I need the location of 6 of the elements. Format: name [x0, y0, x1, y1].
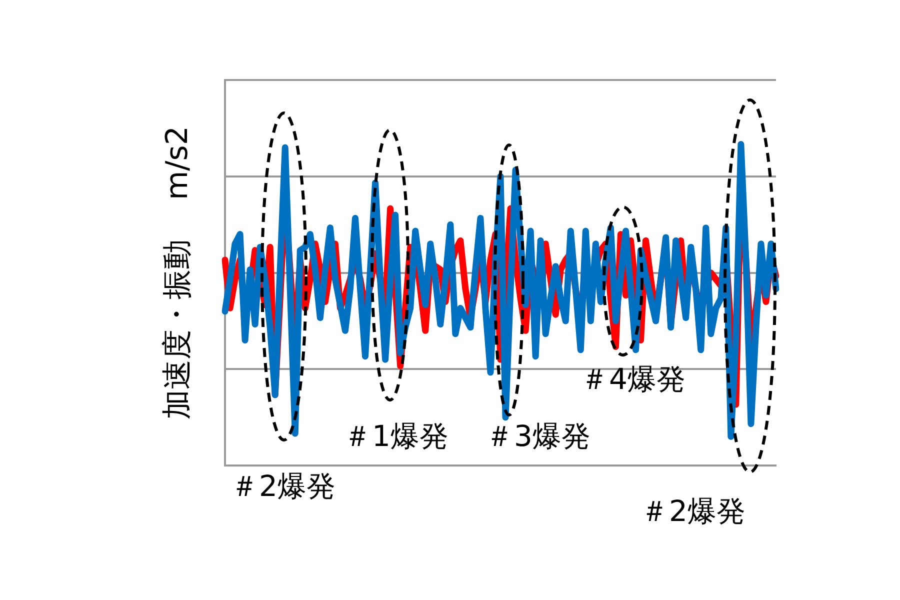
annotation: ＃1爆発	[343, 418, 448, 455]
y-axis-title: 加速度・振動 m/s2	[160, 126, 195, 420]
text: ＃2爆発	[640, 493, 746, 530]
annotation: ＃4爆発	[580, 361, 686, 398]
text: ＃2爆発	[230, 468, 336, 505]
annotation: ＃3爆発	[485, 418, 590, 455]
